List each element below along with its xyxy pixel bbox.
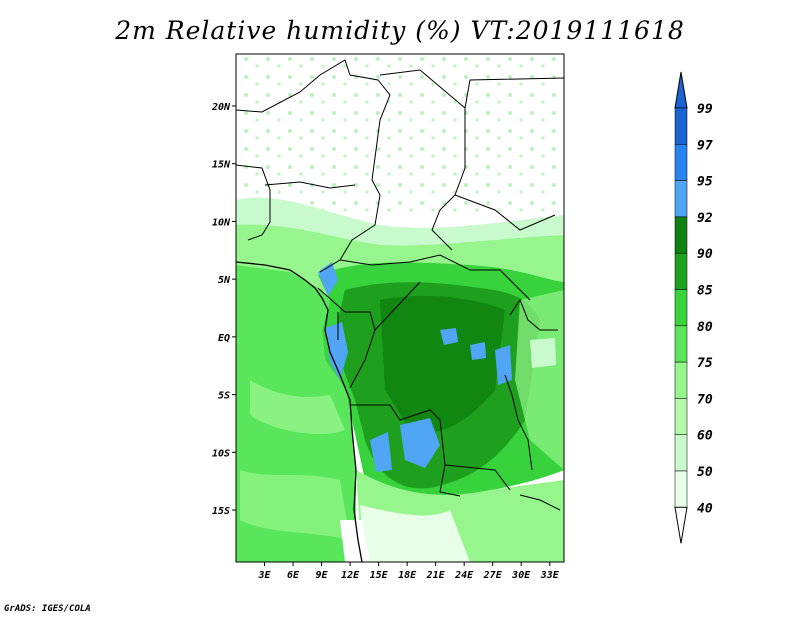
lat-tick-label: 5S <box>218 391 230 402</box>
colorbar-segment <box>674 361 688 399</box>
lake-victoria-area <box>530 338 556 368</box>
namibia-dry <box>340 520 370 562</box>
humidity-field <box>236 54 564 562</box>
colorbar-level-label: 40 <box>697 501 713 516</box>
lon-tick-label: 6E <box>287 570 300 581</box>
colorbar-segment <box>674 144 688 181</box>
colorbar-level-label: 60 <box>697 429 713 444</box>
lon-tick-label: 21E <box>426 570 446 581</box>
lat-tick-label: 20N <box>211 102 231 113</box>
grads-credit: GrADS: IGES/COLA <box>4 604 91 614</box>
country-boundaries <box>236 59 564 511</box>
colorbar-level-label: 92 <box>697 211 713 226</box>
lon-tick-label: 33E <box>540 570 560 581</box>
lat-tick-label: 10N <box>212 217 231 228</box>
east-africa <box>515 290 564 470</box>
lon-tick-label: 18E <box>398 570 417 581</box>
map-frame <box>235 53 565 563</box>
colorbar-segment <box>674 216 688 254</box>
colorbar: 99 97 95 92 90 85 80 75 70 60 50 40 <box>674 71 713 544</box>
colorbar-segment <box>674 434 688 472</box>
lat-tick-label: 5N <box>218 275 231 286</box>
colorbar-level-label: 95 <box>697 175 713 190</box>
saturated-patch-5 <box>495 345 512 385</box>
ocean-patch-2 <box>240 470 350 540</box>
colorbar-level-label: 99 <box>697 102 713 117</box>
lon-tick-label: 24E <box>454 570 474 581</box>
colorbar-level-label: 80 <box>697 320 713 335</box>
colorbar-level-label: 85 <box>697 284 713 299</box>
lat-tick-label: 15S <box>212 506 230 517</box>
colorbar-level-label: 50 <box>697 465 713 480</box>
lon-tick-label: 9E <box>316 570 329 581</box>
colorbar-level-label: 75 <box>697 356 713 371</box>
saturated-patch-4 <box>370 432 392 472</box>
colorbar-level-label: 90 <box>697 247 713 262</box>
ocean-patch-1 <box>250 380 345 435</box>
lat-tick-label: 15N <box>212 160 231 171</box>
map-title: 2m Relative humidity (%) VT:2019111618 <box>115 16 685 45</box>
colorbar-segment <box>674 398 688 435</box>
rainforest-deep <box>380 295 505 433</box>
colorbar-segment <box>674 289 688 327</box>
colorbar-segment <box>674 107 688 145</box>
sahel-speckles <box>236 54 564 214</box>
longitude-axis: 3E 6E 9E 12E 15E 18E 21E 24E 27E 30E 33E <box>257 562 560 581</box>
colorbar-level-label: 97 <box>697 138 713 153</box>
saturated-patch-2 <box>325 322 348 380</box>
coastline <box>236 261 363 562</box>
lon-tick-label: 30E <box>511 570 531 581</box>
colorbar-segment <box>674 180 688 218</box>
lon-tick-label: 15E <box>370 570 389 581</box>
lon-tick-label: 27E <box>483 570 503 581</box>
southern-dry <box>360 505 470 562</box>
colorbar-segment <box>674 470 688 508</box>
lon-tick-label: 12E <box>341 570 360 581</box>
colorbar-level-label: 70 <box>697 392 713 407</box>
latitude-axis: 20N 15N 10N 5N EQ 5S 10S 15S <box>211 102 236 517</box>
lon-tick-label: 3E <box>257 570 271 581</box>
colorbar-segment <box>674 325 688 363</box>
colorbar-bottom-arrow <box>674 506 688 544</box>
saturated-patch-7 <box>470 342 486 360</box>
saturated-patch-3 <box>400 418 440 468</box>
lat-tick-label: EQ <box>218 333 230 344</box>
lat-tick-label: 10S <box>212 448 230 459</box>
saturated-patch-6 <box>440 328 458 345</box>
colorbar-segment <box>674 252 688 290</box>
colorbar-top-arrow <box>674 71 688 109</box>
